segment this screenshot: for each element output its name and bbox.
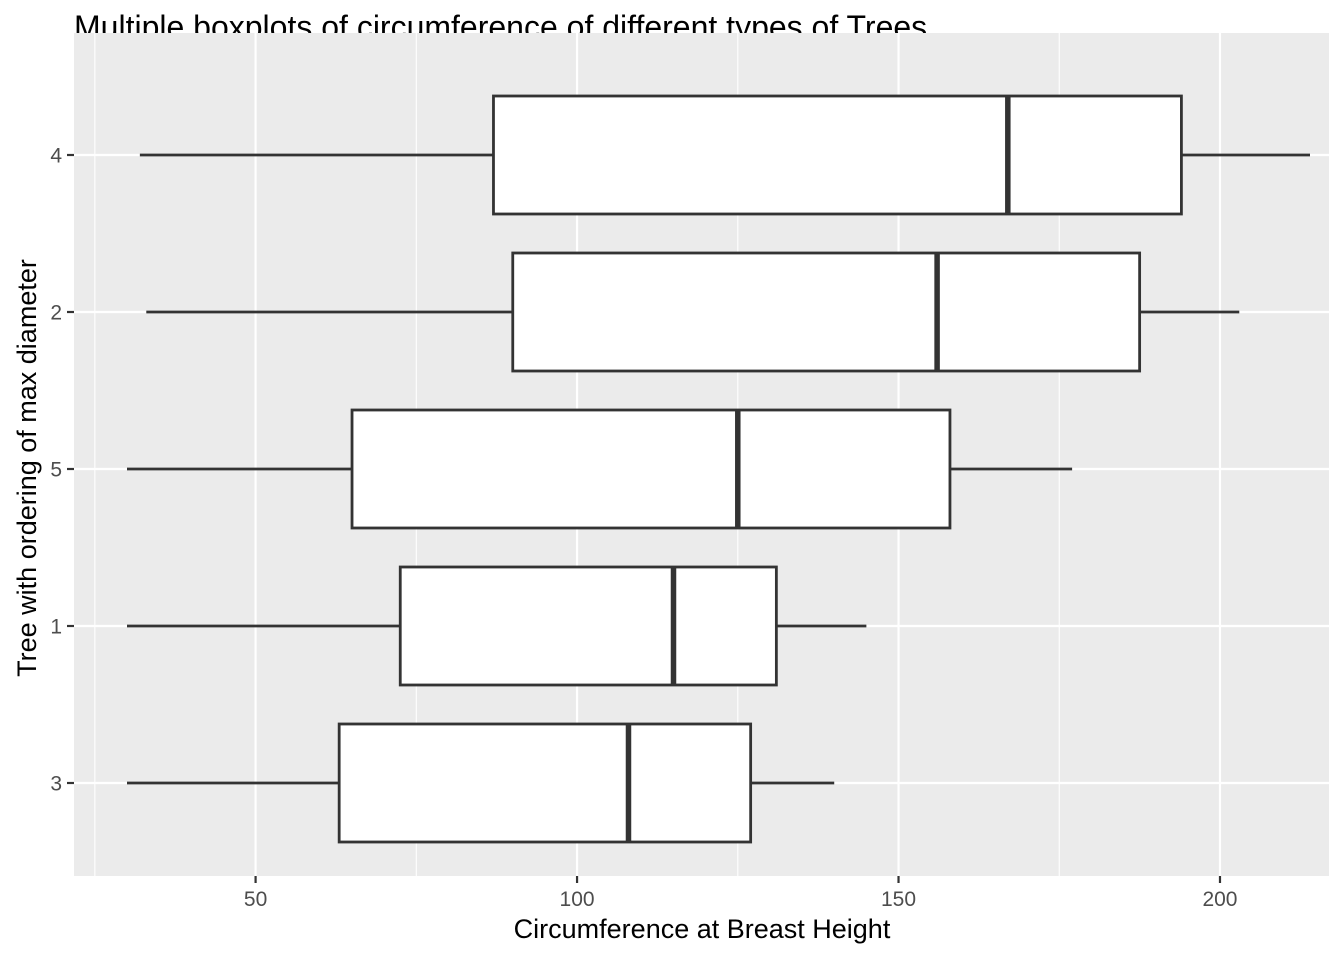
box-body xyxy=(337,722,753,844)
y-tick-label: 4 xyxy=(50,145,62,168)
x-tick-label: 50 xyxy=(244,888,267,911)
x-axis-title: Circumference at Breast Height xyxy=(514,914,891,944)
box-marks xyxy=(127,94,1310,844)
x-tick-label: 150 xyxy=(881,888,916,911)
box-4 xyxy=(139,94,1310,216)
box-body xyxy=(398,565,778,687)
x-tick-label: 100 xyxy=(560,888,595,911)
x-tick-label: 200 xyxy=(1202,888,1237,911)
box-body xyxy=(511,251,1142,373)
y-axis-title: Tree with ordering of max diameter xyxy=(12,259,42,677)
axes: 50 100 150 200 4 2 5 1 3 xyxy=(50,145,1237,912)
box-1 xyxy=(127,565,867,687)
box-3 xyxy=(127,722,835,844)
y-tick-label: 5 xyxy=(50,459,62,482)
y-tick-label: 1 xyxy=(50,616,62,639)
box-body xyxy=(350,408,952,530)
box-body xyxy=(492,94,1183,216)
y-tick-label: 2 xyxy=(50,302,62,325)
box-5 xyxy=(127,408,1073,530)
y-tick-label: 3 xyxy=(50,773,62,796)
box-2 xyxy=(146,251,1240,373)
